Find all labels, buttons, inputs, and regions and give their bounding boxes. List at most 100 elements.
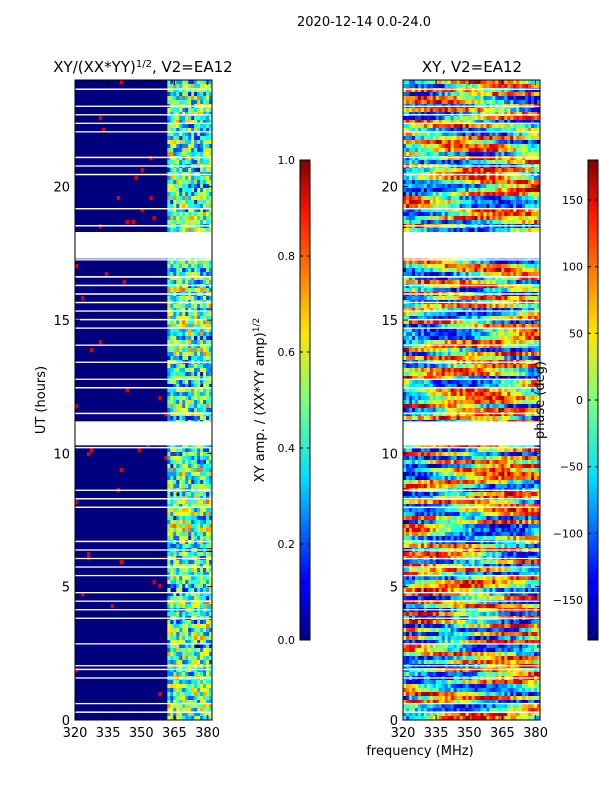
heatmap-cell	[200, 680, 204, 685]
heatmap-cell	[194, 124, 198, 129]
heatmap-cell	[167, 344, 171, 349]
heatmap-cell	[516, 196, 520, 201]
heatmap-cell	[495, 212, 499, 217]
heatmap-cell	[206, 628, 210, 633]
heatmap-cell	[489, 228, 493, 233]
heatmap-cell	[474, 96, 478, 101]
heatmap-cell	[456, 228, 460, 233]
heatmap-cell	[426, 228, 431, 233]
heatmap-cell	[170, 128, 174, 133]
heatmap-cell	[173, 100, 177, 105]
heatmap-cell	[471, 88, 475, 93]
heatmap-cell	[423, 288, 428, 293]
heatmap-cell	[170, 384, 174, 389]
heatmap-cell	[170, 276, 174, 281]
heatmap-cell	[462, 136, 466, 141]
heatmap-cell	[456, 288, 460, 293]
heatmap-cell	[438, 276, 443, 281]
heatmap-cell	[495, 196, 499, 201]
data-gap-line	[75, 378, 212, 380]
heatmap-cell	[465, 132, 469, 137]
heatmap-cell	[191, 684, 195, 689]
heatmap-cell	[486, 192, 490, 197]
heatmap-cell	[471, 144, 475, 149]
heatmap-cell	[528, 100, 532, 105]
heatmap-cell	[200, 124, 204, 129]
heatmap-cell	[489, 220, 493, 225]
heatmap-cell	[510, 176, 514, 181]
heatmap-cell	[176, 708, 180, 713]
heatmap-cell	[429, 276, 434, 281]
heatmap-cell	[522, 212, 526, 217]
heatmap-cell	[197, 392, 201, 397]
heatmap-cell	[179, 216, 183, 221]
heatmap-cell	[179, 148, 183, 153]
heatmap-cell	[423, 108, 428, 113]
heatmap-cell	[203, 504, 207, 509]
heatmap-cell	[432, 160, 437, 165]
heatmap-cell	[528, 192, 532, 197]
heatmap-cell	[209, 692, 213, 697]
heatmap-cell	[209, 704, 213, 709]
heatmap-cell	[176, 372, 180, 377]
heatmap-cell	[197, 92, 201, 97]
heatmap-cell	[441, 208, 445, 213]
heatmap-cell	[403, 96, 407, 101]
heatmap-cell	[403, 212, 407, 217]
heatmap-cell	[140, 168, 144, 173]
heatmap-cell	[179, 668, 183, 673]
heatmap-cell	[510, 148, 514, 153]
heatmap-cell	[182, 348, 186, 353]
heatmap-cell	[179, 584, 183, 589]
heatmap-cell	[173, 340, 177, 345]
heatmap-cell	[432, 228, 437, 233]
heatmap-cell	[185, 612, 189, 617]
heatmap-cell	[403, 80, 407, 85]
heatmap-cell	[468, 152, 472, 157]
heatmap-cell	[197, 308, 201, 313]
heatmap-cell	[480, 168, 484, 173]
heatmap-cell	[456, 276, 460, 281]
heatmap-cell	[185, 392, 189, 397]
heatmap-cell	[501, 288, 505, 293]
heatmap-cell	[191, 412, 195, 417]
heatmap-cell	[513, 144, 517, 149]
heatmap-cell	[528, 88, 532, 93]
heatmap-cell	[528, 148, 532, 153]
heatmap-cell	[170, 184, 174, 189]
heatmap-cell	[188, 80, 192, 85]
heatmap-cell	[510, 212, 514, 217]
heatmap-cell	[477, 284, 481, 289]
heatmap-cell	[510, 260, 514, 265]
heatmap-cell	[483, 148, 487, 153]
heatmap-cell	[200, 320, 204, 325]
heatmap-cell	[495, 136, 499, 141]
heatmap-cell	[203, 492, 207, 497]
heatmap-cell	[504, 288, 508, 293]
heatmap-cell	[444, 168, 448, 173]
heatmap-cell	[203, 648, 207, 653]
heatmap-cell	[176, 416, 180, 421]
heatmap-cell	[513, 108, 517, 113]
heatmap-cell	[188, 668, 192, 673]
heatmap-cell	[188, 176, 192, 181]
heatmap-cell	[167, 648, 171, 653]
heatmap-cell	[531, 272, 535, 277]
heatmap-cell	[423, 216, 428, 221]
heatmap-cell	[456, 220, 460, 225]
heatmap-cell	[450, 100, 454, 105]
heatmap-cell	[200, 372, 204, 377]
heatmap-cell	[179, 144, 183, 149]
heatmap-cell	[537, 276, 541, 281]
heatmap-cell	[179, 696, 183, 701]
heatmap-cell	[206, 652, 210, 657]
heatmap-cell	[459, 148, 463, 153]
heatmap-cell	[480, 268, 484, 273]
heatmap-cell	[209, 220, 213, 225]
heatmap-cell	[182, 660, 186, 665]
heatmap-cell	[498, 176, 502, 181]
heatmap-cell	[206, 484, 210, 489]
colorbar-tick-label: 0.8	[278, 250, 296, 263]
heatmap-cell	[417, 228, 422, 233]
heatmap-cell	[480, 280, 484, 285]
